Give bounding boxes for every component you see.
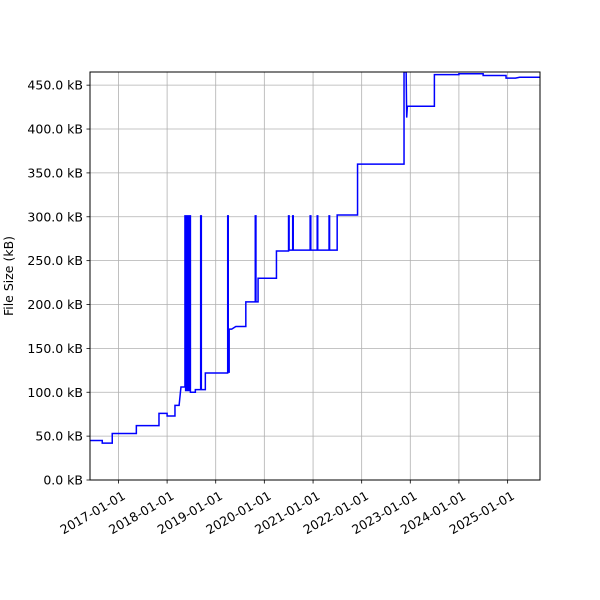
y-axis: 0.0 kB 50.0 kB 100.0 kB 150.0 kB 200.0 kB 250… bbox=[27, 78, 90, 488]
y-tick-label: 0.0 kB bbox=[43, 473, 83, 488]
y-tick-label: 250.0 kB bbox=[27, 253, 83, 268]
grid bbox=[90, 72, 540, 481]
y-tick-label: 100.0 kB bbox=[27, 385, 83, 400]
series-line bbox=[90, 72, 540, 444]
y-tick-label: 450.0 kB bbox=[27, 78, 83, 93]
y-tick-label: 400.0 kB bbox=[27, 122, 83, 137]
y-tick-label: 150.0 kB bbox=[27, 341, 83, 356]
y-tick-label: 350.0 kB bbox=[27, 165, 83, 180]
y-tick-label: 200.0 kB bbox=[27, 297, 83, 312]
series-group bbox=[90, 72, 540, 444]
y-tick-label: 300.0 kB bbox=[27, 209, 83, 224]
y-tick-label: 50.0 kB bbox=[35, 429, 83, 444]
plot-frame bbox=[89, 71, 541, 481]
y-axis-label: File Size (kB) bbox=[1, 236, 16, 316]
